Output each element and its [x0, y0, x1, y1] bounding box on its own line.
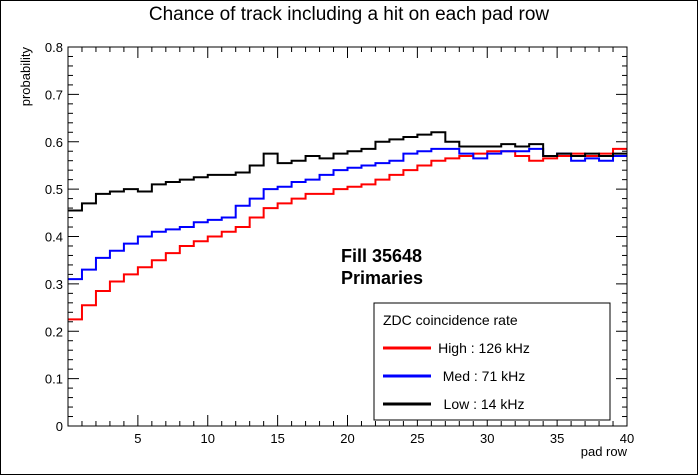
legend-label-0: High : 126 kHz — [438, 340, 530, 356]
legend-label-2: Low : 14 kHz — [444, 396, 525, 412]
series-layer — [68, 131, 627, 321]
x-tick-label: 5 — [134, 431, 141, 446]
annotation-primaries: Primaries — [341, 268, 423, 288]
x-tick-label: 30 — [480, 431, 494, 446]
x-tick-label: 15 — [270, 431, 284, 446]
legend-entries: High : 126 kHz Med : 71 kHz Low : 14 kHz — [383, 340, 530, 412]
y-tick-label: 0.3 — [45, 277, 63, 292]
y-tick-label: 0 — [56, 419, 63, 434]
series-line-1 — [68, 147, 627, 281]
x-axis-title: pad row — [581, 444, 628, 459]
legend-title: ZDC coincidence rate — [383, 312, 518, 328]
annotation-fill: Fill 35648 — [341, 246, 422, 266]
legend-label-1: Med : 71 kHz — [443, 368, 525, 384]
ticks-layer: 5 10 15 20 25 30 35 40 0 0.1 0.2 0.3 0.4 0.5 0.6 0.7 0.8 — [45, 40, 634, 446]
series-line-2 — [68, 131, 627, 212]
x-tick-label: 25 — [410, 431, 424, 446]
y-tick-label: 0.5 — [45, 182, 63, 197]
y-tick-label: 0.8 — [45, 40, 63, 55]
legend: ZDC coincidence rate High : 126 kHz Med :… — [373, 302, 611, 421]
y-tick-label: 0.2 — [45, 324, 63, 339]
x-tick-label: 20 — [340, 431, 354, 446]
legend-box — [373, 302, 611, 421]
y-tick-label: 0.1 — [45, 372, 63, 387]
x-tick-label: 40 — [620, 431, 634, 446]
x-tick-label: 35 — [550, 431, 564, 446]
y-tick-label: 0.4 — [45, 230, 63, 245]
chart-title: Chance of track including a hit on each … — [149, 4, 550, 25]
y-tick-label: 0.7 — [45, 87, 63, 102]
y-tick-label: 0.6 — [45, 135, 63, 150]
series-line-0 — [68, 147, 627, 321]
y-axis-title: probability — [18, 47, 33, 107]
x-tick-label: 10 — [201, 431, 215, 446]
